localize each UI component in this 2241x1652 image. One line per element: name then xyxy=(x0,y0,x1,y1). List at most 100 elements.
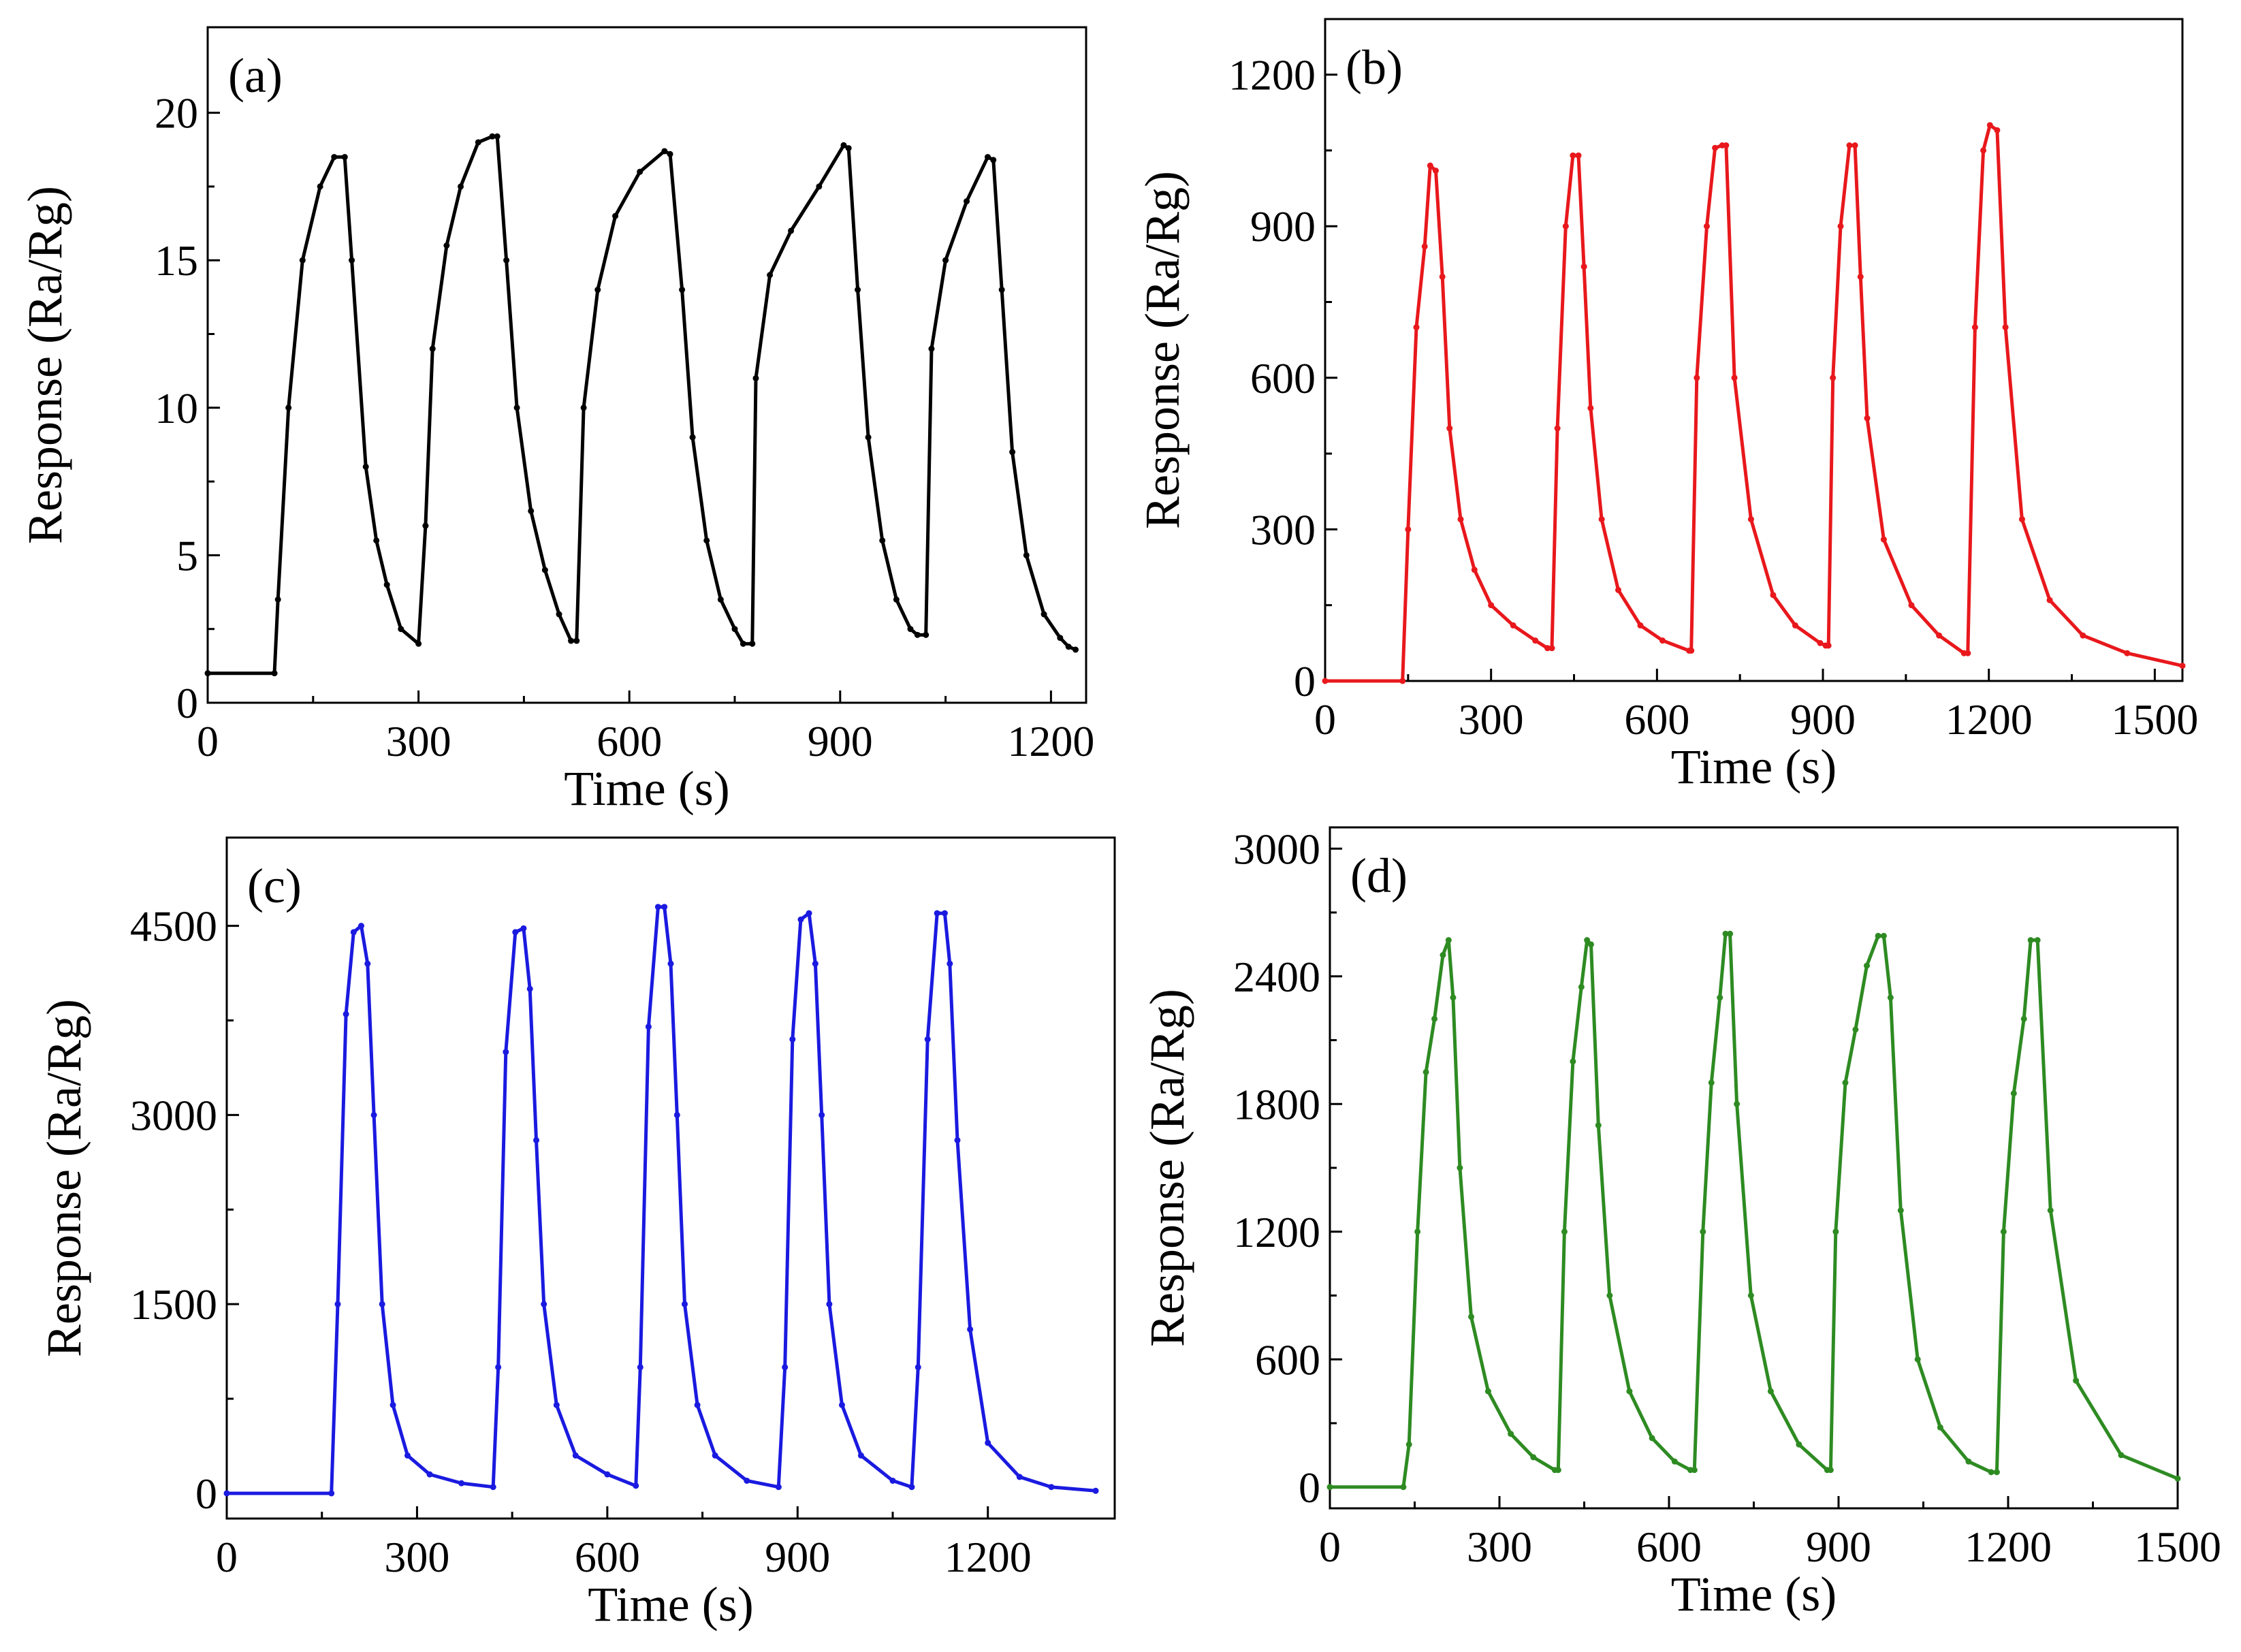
series-points-a xyxy=(204,133,1079,677)
data-point-d xyxy=(1400,1484,1407,1491)
data-point-c xyxy=(526,985,533,992)
data-point-c xyxy=(1092,1487,1099,1494)
data-point-a xyxy=(914,631,921,638)
data-point-d xyxy=(1832,1228,1839,1235)
x-tick-label-c: 600 xyxy=(575,1533,640,1581)
data-point-a xyxy=(1009,449,1016,456)
data-point-b xyxy=(2124,650,2131,656)
data-point-a xyxy=(879,537,886,544)
data-point-d xyxy=(1595,1122,1602,1128)
data-point-a xyxy=(985,154,991,161)
data-point-d xyxy=(2047,1207,2054,1213)
x-axis-label-b: Time (s) xyxy=(1671,740,1837,794)
y-tick-label-b: 600 xyxy=(1250,354,1316,402)
data-point-b xyxy=(1580,264,1587,270)
data-point-b xyxy=(2080,632,2086,639)
data-point-d xyxy=(1734,1100,1741,1107)
data-point-d xyxy=(1852,1026,1859,1033)
data-point-c xyxy=(667,960,674,967)
series-line-a xyxy=(206,134,1077,676)
data-point-a xyxy=(893,596,900,603)
data-point-a xyxy=(503,257,510,264)
data-point-a xyxy=(752,375,759,381)
x-tick-label-d: 300 xyxy=(1467,1523,1532,1571)
data-point-b xyxy=(1446,425,1453,432)
data-point-d xyxy=(1671,1458,1678,1465)
data-point-d xyxy=(1988,1469,1994,1476)
y-tick-label-a: 5 xyxy=(176,531,198,579)
x-tick-label-a: 600 xyxy=(597,717,662,765)
panel-label-c: (c) xyxy=(247,859,302,913)
data-point-a xyxy=(331,154,338,161)
data-point-a xyxy=(541,567,548,573)
data-point-d xyxy=(2174,1475,2181,1482)
panel-a: 0 300 600 900 1200 0 5 10 15 20 Time (s) Response (… xyxy=(18,26,1094,816)
data-point-c xyxy=(857,1452,864,1459)
data-point-a xyxy=(855,287,861,293)
data-point-b xyxy=(1554,425,1561,432)
data-point-b xyxy=(1427,162,1433,169)
data-point-d xyxy=(1457,1164,1463,1171)
data-point-b xyxy=(1694,375,1700,381)
data-point-d xyxy=(1450,994,1457,1001)
data-point-b xyxy=(1723,142,1730,148)
data-point-a xyxy=(398,626,404,633)
data-point-c xyxy=(838,1401,845,1408)
y-tick-label-b: 900 xyxy=(1250,202,1316,251)
data-point-a xyxy=(998,287,1005,293)
data-point-d xyxy=(1468,1314,1474,1320)
data-point-a xyxy=(271,670,278,677)
x-tick-label-c: 900 xyxy=(765,1533,830,1581)
data-point-c xyxy=(954,1137,961,1143)
data-point-d xyxy=(2020,1015,2027,1022)
panel-d: 0 300 600 900 1200 1500 0 600 1200 1800 2400 3000 Ti… xyxy=(1140,825,2221,1621)
data-point-b xyxy=(1731,375,1738,381)
y-tick-label-d: 1800 xyxy=(1233,1080,1320,1128)
data-point-c xyxy=(343,1011,349,1017)
data-point-a xyxy=(274,596,281,603)
data-point-d xyxy=(1555,1467,1561,1474)
data-point-c xyxy=(826,1301,833,1307)
data-point-d xyxy=(1796,1441,1802,1448)
data-point-d xyxy=(1880,932,1887,939)
data-point-a xyxy=(429,345,436,352)
data-point-b xyxy=(1598,516,1605,523)
data-point-d xyxy=(1484,1388,1491,1395)
data-point-c xyxy=(1048,1484,1055,1491)
x-tick-label-d: 1200 xyxy=(1965,1523,2052,1571)
data-point-b xyxy=(1544,645,1551,652)
y-tick-label-a: 10 xyxy=(155,384,198,432)
x-tick-label-a: 300 xyxy=(386,717,451,765)
y-tick-label-c: 3000 xyxy=(130,1091,217,1139)
y-axis-label-b: Response (Ra/Rg) xyxy=(1135,171,1190,529)
data-point-d xyxy=(2118,1452,2125,1459)
data-point-d xyxy=(1414,1228,1421,1235)
data-point-b xyxy=(1421,243,1428,250)
data-point-a xyxy=(767,272,774,279)
data-point-a xyxy=(990,157,997,163)
data-point-b xyxy=(1857,273,1864,280)
data-point-c xyxy=(533,1137,540,1143)
data-point-d xyxy=(1626,1388,1633,1395)
data-point-a xyxy=(594,287,601,293)
plot-frame-b xyxy=(1324,18,2184,682)
data-point-d xyxy=(1530,1454,1537,1461)
data-point-a xyxy=(788,227,795,234)
data-point-c xyxy=(812,960,818,967)
data-point-d xyxy=(1587,941,1594,948)
data-point-b xyxy=(1439,273,1446,280)
data-point-c xyxy=(782,1364,789,1371)
y-axis-label-d: Response (Ra/Rg) xyxy=(1140,989,1194,1347)
data-point-b xyxy=(1562,223,1569,229)
data-point-b xyxy=(1986,122,1993,129)
data-point-a xyxy=(489,133,496,140)
y-tick-label-d: 600 xyxy=(1255,1335,1320,1384)
data-point-c xyxy=(654,904,661,910)
data-point-d xyxy=(1584,937,1591,944)
data-point-a xyxy=(749,640,756,647)
data-point-a xyxy=(679,287,686,293)
data-point-d xyxy=(1561,1228,1568,1235)
data-point-a xyxy=(299,257,306,264)
data-point-b xyxy=(1510,622,1516,629)
x-axis-label-d: Time (s) xyxy=(1671,1567,1837,1621)
